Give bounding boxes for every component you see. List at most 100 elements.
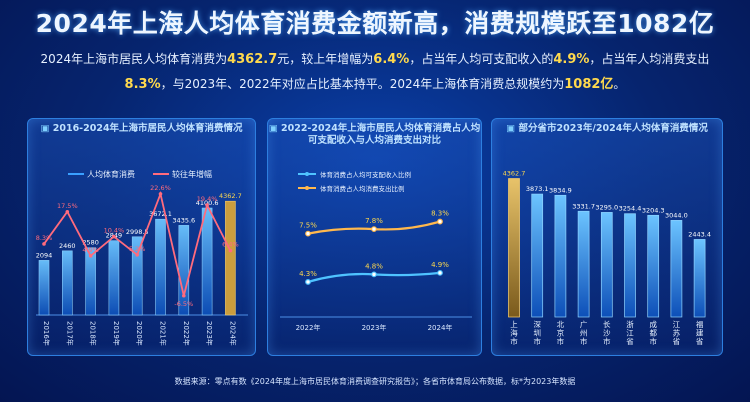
chart-panel-ratio: ▣ 2022-2024年上海市居民人均体育消费占人均可支配收入与人均消费支出对比… bbox=[267, 118, 482, 356]
bar-value-label: 3873.1 bbox=[526, 185, 549, 193]
x-tick-label: 2016年 bbox=[42, 321, 51, 346]
bar-江苏省 bbox=[670, 220, 683, 318]
bar-value-label: 3204.3 bbox=[642, 206, 665, 214]
x-tick-label: 2017年 bbox=[65, 321, 74, 346]
x-tick-label: 2024年 bbox=[428, 323, 453, 332]
bar-广州市 bbox=[577, 210, 590, 318]
bar-福建省 bbox=[693, 239, 706, 318]
spend-value-label: 8.3% bbox=[431, 210, 449, 218]
x-tick-label: 浙江省 bbox=[626, 319, 634, 346]
bar-value-label: 3672.1 bbox=[149, 210, 172, 218]
data-source-note: 数据来源：零点有数《2024年度上海市居民体育消费调查研究报告》；各省市体育局公… bbox=[174, 377, 576, 386]
x-tick-label: 福建省 bbox=[696, 320, 704, 346]
income-value-label: 4.9% bbox=[431, 261, 449, 269]
x-tick-label: 上海市 bbox=[510, 320, 518, 346]
spend-value-label: 7.5% bbox=[299, 222, 317, 230]
bar-2024年 bbox=[225, 200, 236, 316]
legend-spend-dot bbox=[305, 186, 309, 190]
growth-label: -6.5% bbox=[174, 300, 193, 308]
x-tick-label: 北京市 bbox=[557, 320, 565, 346]
spend-point bbox=[437, 218, 443, 225]
growth-point bbox=[88, 254, 93, 258]
x-tick-label: 长沙市 bbox=[603, 319, 611, 346]
growth-label: 4.9% bbox=[82, 246, 99, 254]
bar-value-label: 2580 bbox=[82, 239, 99, 247]
bar-2016年 bbox=[38, 260, 50, 316]
bar-value-label: 4100.6 bbox=[196, 199, 219, 207]
provinces-chart: 4362.7 上海市 3873.1 深圳市 3834.9 北京市 3331.7 广州市 3295… bbox=[503, 170, 711, 346]
growth-point bbox=[65, 209, 70, 214]
bar-2023年 bbox=[201, 207, 213, 316]
growth-point bbox=[135, 253, 139, 257]
spend-value-label: 7.8% bbox=[365, 217, 383, 225]
growth-point bbox=[42, 242, 46, 246]
legend-spend-label: 体育消费占人均消费支出比例 bbox=[320, 184, 405, 193]
x-tick-label: 2022年 bbox=[182, 321, 191, 346]
income-point bbox=[371, 271, 377, 278]
bar-value-label: 4362.7 bbox=[219, 192, 242, 200]
growth-label: 5.2% bbox=[129, 245, 146, 253]
growth-point bbox=[112, 234, 116, 239]
chart-panel-yearly: ▣ 2016-2024年上海市居民人均体育消费情况 人均体育消费 较往年增幅 209… bbox=[27, 118, 256, 356]
page-title: 2024年上海人均体育消费金额新高，消费规模跃至1082亿 bbox=[35, 9, 715, 38]
growth-point bbox=[228, 248, 233, 253]
bar-上海市 bbox=[508, 178, 520, 318]
x-tick-label: 2019年 bbox=[112, 321, 121, 346]
bar-value-label: 2443.4 bbox=[688, 230, 711, 238]
chart-title-provinces: ▣ 部分省市2023年/2024年人均体育消费情况 bbox=[506, 123, 708, 134]
growth-label: 10.4% bbox=[104, 227, 125, 235]
growth-label: 17.5% bbox=[57, 202, 78, 210]
x-tick-label: 2024年 bbox=[228, 321, 237, 346]
bar-value-label: 3435.6 bbox=[172, 216, 195, 224]
bar-2017年 bbox=[61, 250, 73, 316]
bar-value-label: 3295.0 bbox=[595, 203, 618, 211]
bar-2021年 bbox=[155, 218, 166, 316]
bar-成都市 bbox=[647, 214, 660, 318]
x-tick-label: 2021年 bbox=[159, 321, 168, 346]
bar-长沙市 bbox=[600, 212, 613, 318]
bar-value-label: 3044.0 bbox=[665, 211, 688, 219]
legend-bar-label: 人均体育消费 bbox=[87, 169, 135, 179]
spend-point bbox=[305, 230, 311, 237]
x-tick-label: 2023年 bbox=[362, 323, 387, 332]
growth-label: 8.3% bbox=[36, 234, 53, 242]
bar-value-label: 3254.4 bbox=[619, 205, 642, 213]
bar-2018年 bbox=[85, 247, 96, 316]
growth-point bbox=[205, 203, 209, 207]
x-tick-label: 2022年 bbox=[296, 323, 321, 332]
chart-panel-provinces: ▣ 部分省市2023年/2024年人均体育消费情况 4362.7 上海市 3873.… bbox=[491, 118, 723, 356]
chart-title-ratio: ▣ 2022-2024年上海市居民人均体育消费占人均可支配收入与人均消费支出对比 bbox=[268, 123, 481, 146]
chart-title-yearly: ▣ 2016-2024年上海市居民人均体育消费情况 bbox=[40, 123, 243, 134]
growth-point bbox=[158, 192, 163, 196]
legend-income-dot bbox=[305, 172, 309, 176]
bar-深圳市 bbox=[531, 193, 544, 318]
bar-value-label: 2998.5 bbox=[126, 228, 149, 236]
income-value-label: 4.8% bbox=[365, 262, 383, 270]
x-tick-label: 成都市 bbox=[649, 319, 657, 346]
growth-label: 19.4% bbox=[197, 195, 218, 203]
legend-income-label: 体育消费占人均可支配收入比例 bbox=[320, 170, 411, 179]
income-point bbox=[437, 269, 443, 276]
growth-label: 22.6% bbox=[150, 184, 171, 192]
bar-北京市 bbox=[554, 194, 567, 318]
x-tick-label: 2020年 bbox=[135, 321, 144, 346]
yearly-chart: 人均体育消费较往年增幅20942016年24602017年25802018年28… bbox=[36, 169, 248, 346]
x-tick-label: 广州市 bbox=[580, 319, 588, 346]
summary-text: 2024年上海市居民人均体育消费为4362.7元，较上年增幅为6.4%，占当年人… bbox=[40, 52, 710, 92]
bar-value-label: 4362.7 bbox=[503, 170, 526, 178]
x-tick-label: 深圳市 bbox=[533, 320, 541, 346]
growth-point bbox=[182, 293, 186, 298]
bar-2020年 bbox=[131, 236, 143, 316]
bar-浙江省 bbox=[624, 213, 636, 318]
bar-value-label: 3331.7 bbox=[572, 202, 595, 210]
income-value-label: 4.3% bbox=[299, 270, 317, 278]
bar-2019年 bbox=[108, 240, 120, 316]
x-tick-label: 2023年 bbox=[205, 321, 214, 346]
income-point bbox=[305, 279, 311, 285]
spend-point bbox=[371, 226, 377, 233]
growth-label: 6.4% bbox=[222, 241, 239, 249]
bar-value-label: 3834.9 bbox=[549, 186, 572, 194]
bar-value-label: 2094 bbox=[36, 251, 53, 259]
legend-line-label: 较往年增幅 bbox=[172, 169, 212, 179]
